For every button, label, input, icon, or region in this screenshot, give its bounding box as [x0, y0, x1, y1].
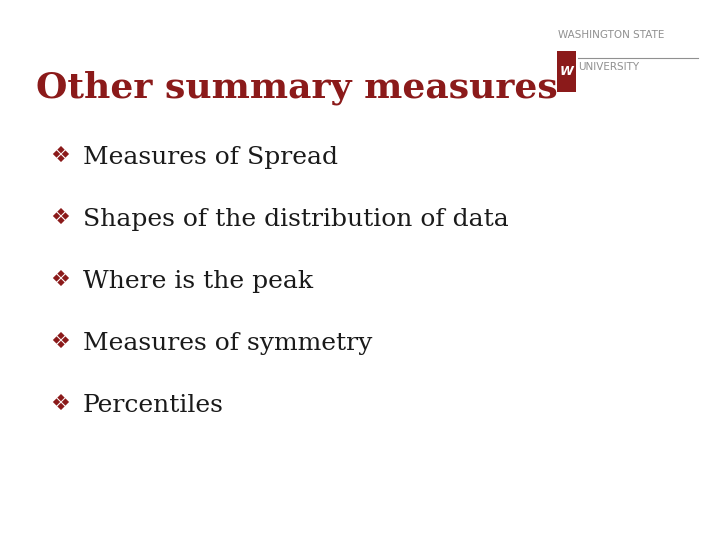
Text: Percentiles: Percentiles [83, 394, 224, 417]
Text: Shapes of the distribution of data: Shapes of the distribution of data [83, 208, 508, 231]
Text: Where is the peak: Where is the peak [83, 270, 313, 293]
Text: ❖: ❖ [50, 208, 71, 228]
Text: UNIVERSITY: UNIVERSITY [578, 62, 639, 72]
Text: WASHINGTON STATE: WASHINGTON STATE [558, 30, 665, 40]
Text: ❖: ❖ [50, 270, 71, 290]
Text: ❖: ❖ [50, 332, 71, 352]
Text: Other summary measures: Other summary measures [36, 70, 558, 105]
Text: Measures of symmetry: Measures of symmetry [83, 332, 372, 355]
Text: Measures of Spread: Measures of Spread [83, 146, 338, 169]
Text: ❖: ❖ [50, 146, 71, 166]
Text: ❖: ❖ [50, 394, 71, 414]
Text: W: W [559, 65, 573, 78]
FancyBboxPatch shape [557, 51, 576, 92]
